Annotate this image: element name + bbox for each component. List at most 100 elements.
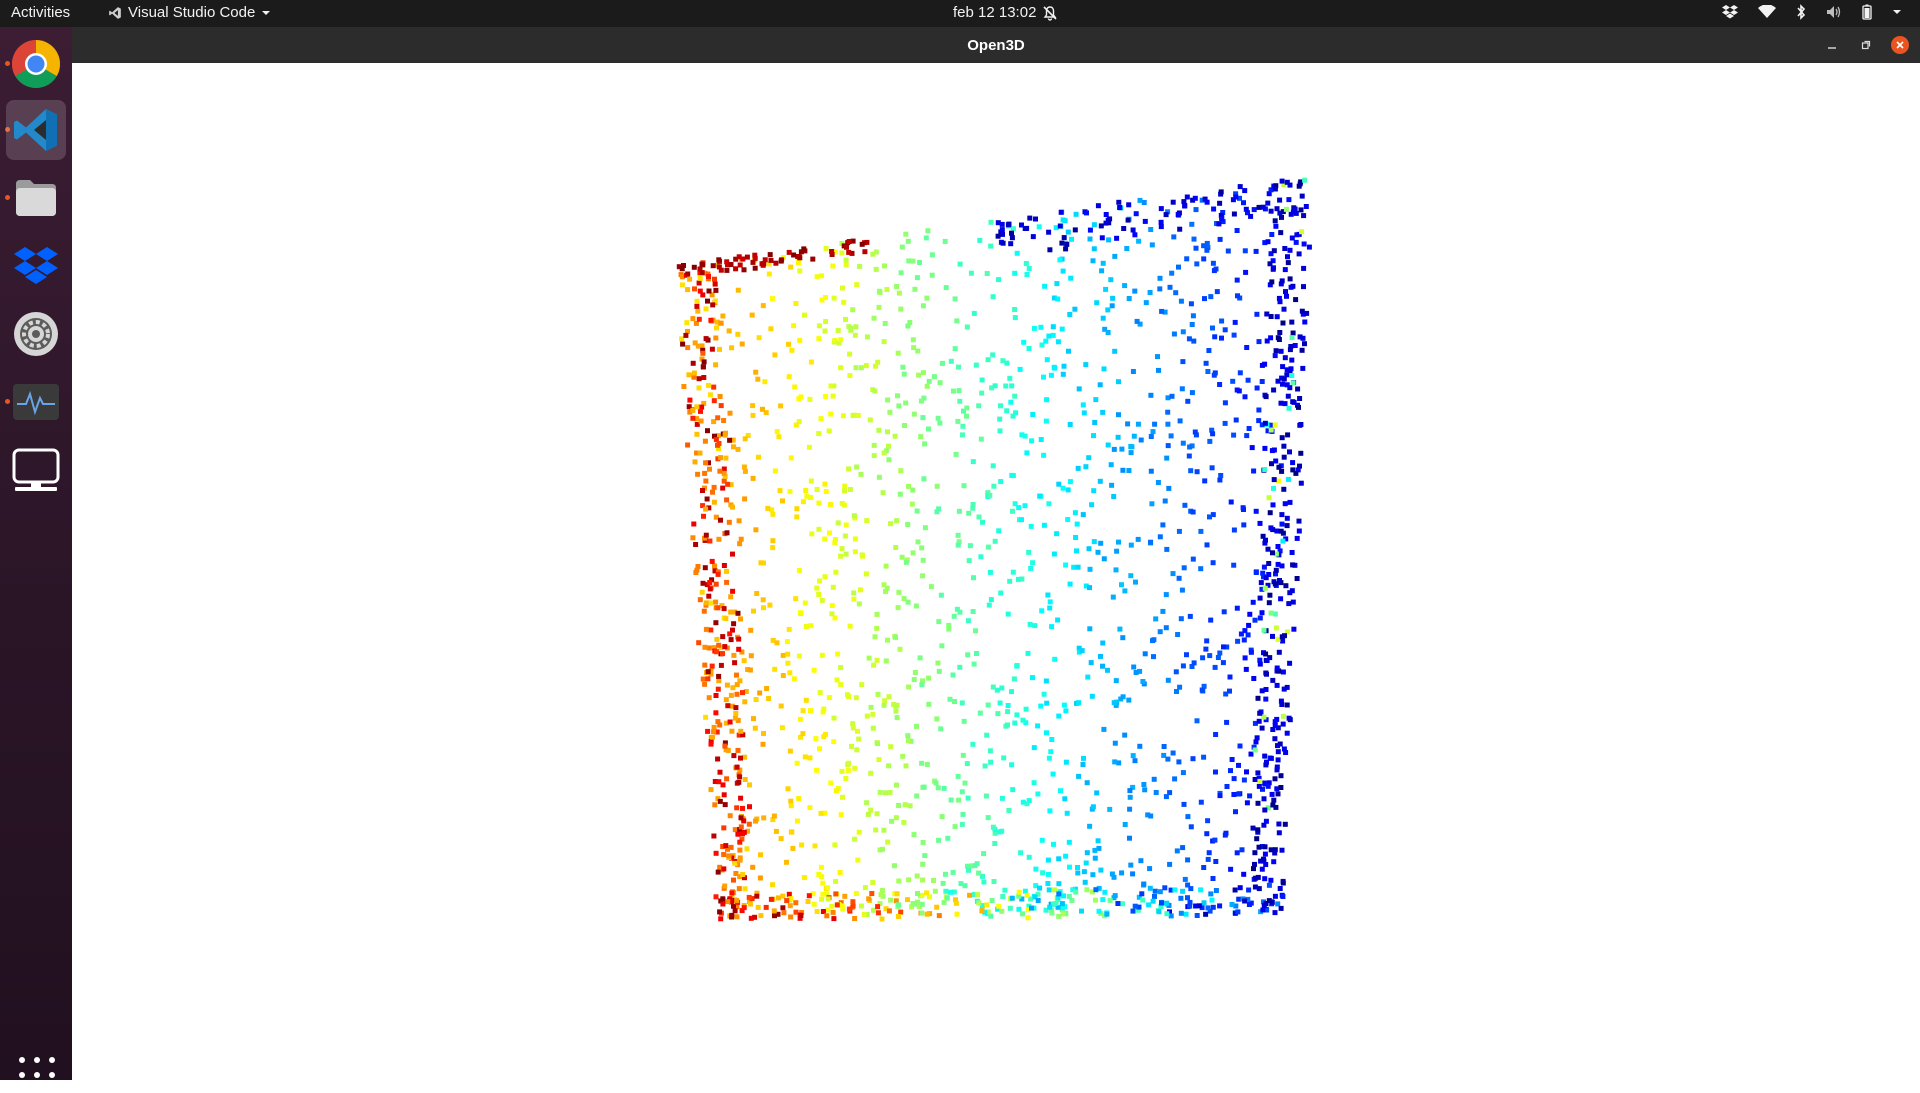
point [868, 807, 874, 813]
dock-item-settings[interactable] [6, 304, 66, 364]
point [720, 901, 726, 907]
dock-item-dropbox[interactable] [6, 236, 66, 296]
point [941, 785, 947, 791]
app-menu[interactable]: Visual Studio Code [108, 4, 271, 21]
point [762, 379, 768, 385]
point [1004, 408, 1010, 414]
point [1286, 197, 1292, 203]
point [964, 324, 970, 330]
point [1275, 791, 1281, 797]
point [1298, 480, 1304, 486]
point [742, 496, 748, 502]
restore-button[interactable] [1857, 36, 1875, 54]
bluetooth-icon[interactable] [1796, 4, 1806, 20]
point [1262, 420, 1268, 426]
app-grid-icon[interactable] [19, 1057, 55, 1093]
battery-icon[interactable] [1862, 4, 1872, 20]
point [1039, 837, 1045, 843]
point [886, 908, 892, 914]
point [1286, 601, 1292, 607]
point [1091, 222, 1097, 228]
activities-button[interactable]: Activities [11, 4, 71, 21]
point [1257, 778, 1263, 784]
system-tray[interactable] [1722, 4, 1902, 20]
point [1253, 570, 1259, 575]
running-indicator [5, 127, 10, 132]
point [1284, 372, 1290, 378]
volume-icon[interactable] [1826, 5, 1842, 19]
point [706, 593, 712, 599]
point [1255, 695, 1261, 701]
point [1273, 183, 1279, 189]
point [1010, 569, 1016, 575]
point [1026, 346, 1032, 351]
dock-item-display[interactable] [6, 440, 66, 500]
point [1164, 455, 1170, 461]
point [834, 677, 840, 683]
point [1281, 182, 1287, 188]
point [701, 375, 707, 380]
point [1225, 248, 1231, 254]
point [1183, 911, 1189, 917]
point [1111, 700, 1117, 706]
point [1265, 783, 1271, 789]
minimize-button[interactable] [1823, 36, 1841, 54]
point [1028, 523, 1034, 529]
wifi-icon[interactable] [1758, 5, 1776, 19]
point [856, 829, 862, 835]
point [1217, 236, 1223, 242]
point [990, 352, 996, 358]
point [1210, 560, 1216, 566]
clock[interactable]: feb 12 13:02 [953, 4, 1058, 21]
open3d-render-canvas[interactable] [72, 63, 1920, 1080]
dock-item-system-monitor[interactable] [6, 372, 66, 432]
point [1012, 393, 1018, 399]
point [1100, 260, 1106, 266]
point [886, 763, 892, 769]
point [1198, 887, 1204, 893]
point [1126, 202, 1132, 208]
point [1280, 320, 1286, 326]
point [778, 836, 784, 842]
point [1074, 548, 1079, 554]
point [1244, 800, 1250, 806]
dock-item-chrome[interactable] [6, 34, 66, 94]
point [897, 491, 903, 497]
point [1136, 238, 1142, 244]
point [975, 892, 981, 898]
point [788, 798, 794, 804]
point [1276, 337, 1282, 342]
dropbox-tray-icon[interactable] [1722, 5, 1738, 19]
point [1010, 787, 1016, 793]
point [1296, 251, 1302, 257]
point [957, 609, 963, 615]
point [924, 383, 930, 389]
close-button[interactable] [1891, 36, 1909, 54]
point [1279, 214, 1284, 220]
point [1211, 372, 1217, 378]
point [1303, 204, 1309, 209]
system-menu-chevron-icon[interactable] [1892, 8, 1902, 16]
point [985, 544, 991, 550]
dock-item-files[interactable] [6, 168, 66, 228]
window-titlebar[interactable]: Open3D [72, 27, 1920, 63]
point [928, 584, 934, 590]
point [1185, 882, 1191, 888]
point [1116, 199, 1122, 205]
point [979, 908, 985, 914]
point [821, 706, 827, 712]
point [884, 585, 890, 591]
point [1075, 870, 1081, 876]
point [934, 483, 940, 489]
point [739, 341, 745, 347]
point [1162, 885, 1168, 891]
point [1024, 892, 1030, 898]
point [720, 313, 726, 319]
point [1235, 909, 1241, 915]
point [944, 895, 950, 901]
point [851, 590, 857, 596]
point [1293, 297, 1299, 303]
point [933, 780, 939, 786]
point [1278, 785, 1284, 790]
dock-item-vscode[interactable] [6, 100, 66, 160]
